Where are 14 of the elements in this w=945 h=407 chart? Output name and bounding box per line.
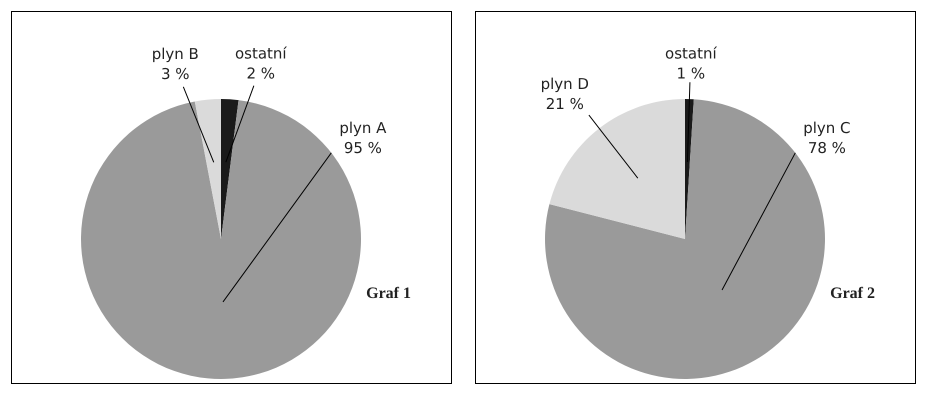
text: Graf 2 [830, 285, 875, 302]
slice-label: ostatní [665, 44, 718, 62]
slice-label: ostatní [234, 44, 288, 62]
slice-label: plyn A [339, 119, 388, 138]
data-label: 1 % [676, 64, 706, 82]
data-label: 78 % [808, 139, 846, 158]
data-label: 3 % [160, 65, 190, 84]
data-label: 95 % [344, 139, 382, 158]
slice-label: plyn D [540, 75, 589, 94]
data-label: 2 % [246, 64, 276, 82]
text: Graf 1 [366, 285, 411, 302]
slice-label: plyn B [152, 45, 199, 64]
data-label: 21 % [546, 95, 584, 114]
slice-label: plyn C [803, 119, 851, 138]
